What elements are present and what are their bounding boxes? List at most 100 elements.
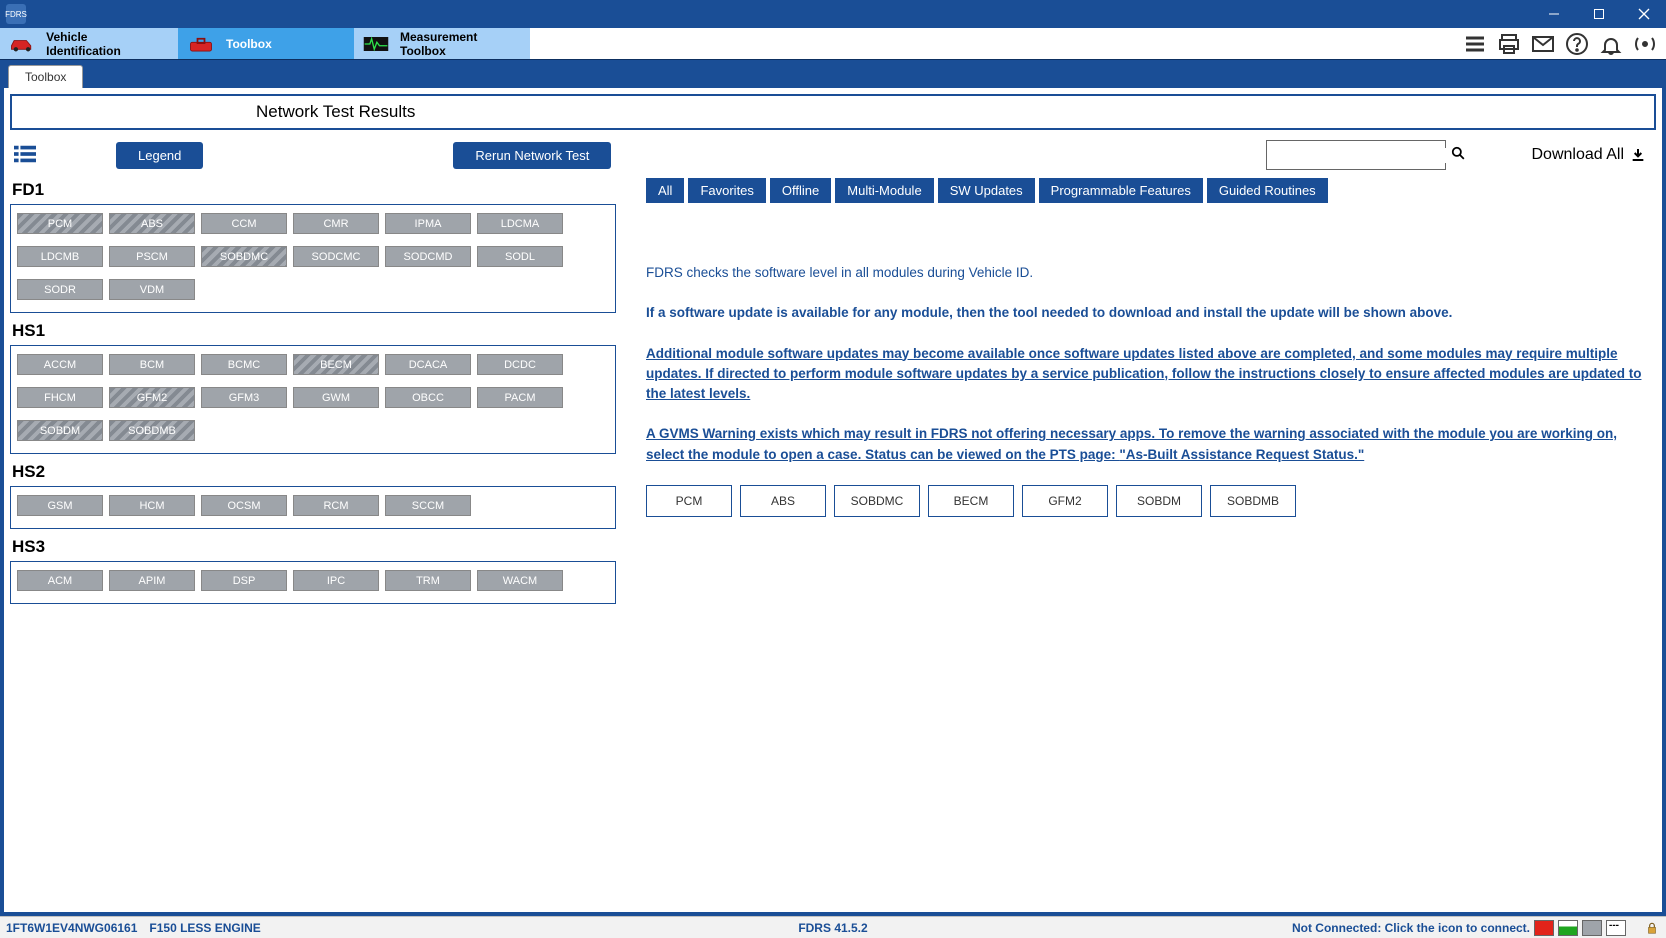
ribbon-tab-meas[interactable]: Measurement Toolbox [354,28,530,59]
as-built-link[interactable]: "As-Built Assistance Request Status." [1119,447,1364,462]
module-button[interactable]: WACM [477,570,563,591]
page-title: Network Test Results [256,102,415,122]
bus-frame: ACCM BCM BCMC BECM DCACA DCDC FHCM GFM2 GFM3 GWM O… [10,345,616,454]
status-indicator-grey[interactable] [1582,920,1602,936]
print-icon[interactable] [1496,31,1522,57]
bus-frame: ACM APIM DSP IPC TRM WACM [10,561,616,604]
lock-icon[interactable] [1644,921,1660,935]
bus-header: HS3 [12,537,616,557]
minimize-button[interactable] [1531,0,1576,28]
page-title-bar: Network Test Results [10,94,1656,130]
bus-header: FD1 [12,180,616,200]
ribbon-tab-toolbox[interactable]: Toolbox [178,28,354,59]
gvms-module-button[interactable]: GFM2 [1022,485,1108,517]
info-p2: If a software update is available for an… [646,303,1644,323]
list-toggle-icon[interactable] [14,145,36,166]
ribbon-tab-vehicle[interactable]: Vehicle Identification [0,28,178,59]
buses-scroll[interactable]: FD1 PCM ABS CCM CMR IPMA LDCMA LDCMB PSCM SOBDMC S… [10,178,626,610]
filter-tab[interactable]: SW Updates [938,178,1035,203]
legend-button[interactable]: Legend [116,142,203,169]
module-button[interactable]: PCM [17,213,103,234]
bell-icon[interactable] [1598,31,1624,57]
mail-icon[interactable] [1530,31,1556,57]
help-icon[interactable] [1564,31,1590,57]
close-button[interactable] [1621,0,1666,28]
module-button[interactable]: IPC [293,570,379,591]
module-button[interactable]: BECM [293,354,379,375]
menu-icon[interactable] [1462,31,1488,57]
module-button[interactable]: GSM [17,495,103,516]
search-box[interactable] [1266,140,1446,170]
filter-tab[interactable]: Offline [770,178,831,203]
module-button[interactable]: SCCM [385,495,471,516]
module-button[interactable]: SODCMC [293,246,379,267]
status-indicator-dash[interactable] [1606,920,1626,936]
meas-icon [362,32,390,56]
module-button[interactable]: GWM [293,387,379,408]
module-button[interactable]: SODR [17,279,103,300]
module-button[interactable]: TRM [385,570,471,591]
download-all-button[interactable]: Download All [1526,146,1653,164]
module-button[interactable]: SOBDM [17,420,103,441]
gvms-module-button[interactable]: SOBDMC [834,485,920,517]
module-button[interactable]: FHCM [17,387,103,408]
module-button[interactable]: ACCM [17,354,103,375]
module-button[interactable]: LDCMA [477,213,563,234]
module-button[interactable]: BCMC [201,354,287,375]
status-indicator-green[interactable] [1558,920,1578,936]
filter-tab[interactable]: Programmable Features [1039,178,1203,203]
maximize-button[interactable] [1576,0,1621,28]
module-button[interactable]: SOBDMC [201,246,287,267]
status-version: FDRS 41.5.2 [798,921,867,935]
window-controls [1531,0,1666,28]
search-input[interactable] [1275,148,1451,163]
gvms-module-button[interactable]: SOBDM [1116,485,1202,517]
gvms-module-button[interactable]: PCM [646,485,732,517]
ribbon-tabs: Vehicle IdentificationToolboxMeasurement… [0,28,530,59]
module-button[interactable]: CMR [293,213,379,234]
module-button[interactable]: SOBDMB [109,420,195,441]
info-block: FDRS checks the software level in all mo… [646,263,1644,517]
signal-icon[interactable] [1632,31,1658,57]
module-button[interactable]: PACM [477,387,563,408]
gvms-module-button[interactable]: SOBDMB [1210,485,1296,517]
module-button[interactable]: APIM [109,570,195,591]
module-button[interactable]: DSP [201,570,287,591]
status-bar: 1FT6W1EV4NWG06161 F150 LESS ENGINE FDRS … [0,916,1666,938]
filter-tab[interactable]: All [646,178,684,203]
module-button[interactable]: DCDC [477,354,563,375]
filter-tab[interactable]: Multi-Module [835,178,933,203]
rerun-network-test-button[interactable]: Rerun Network Test [453,142,611,169]
filter-tab[interactable]: Favorites [688,178,765,203]
module-button[interactable]: ACM [17,570,103,591]
module-button[interactable]: ABS [109,213,195,234]
window-title-bar: FDRS [0,0,1666,28]
module-button[interactable]: DCACA [385,354,471,375]
status-indicator-red[interactable] [1534,920,1554,936]
status-vehicle: F150 LESS ENGINE [149,921,260,935]
module-button[interactable]: GFM3 [201,387,287,408]
module-button[interactable]: HCM [109,495,195,516]
module-button[interactable]: VDM [109,279,195,300]
module-button[interactable]: LDCMB [17,246,103,267]
module-button[interactable]: OBCC [385,387,471,408]
search-icon[interactable] [1451,146,1465,164]
module-button[interactable]: PSCM [109,246,195,267]
bus-header: HS1 [12,321,616,341]
module-button[interactable]: OCSM [201,495,287,516]
app-icon: FDRS [6,4,26,24]
gvms-module-button[interactable]: ABS [740,485,826,517]
filter-tab[interactable]: Guided Routines [1207,178,1328,203]
module-button[interactable]: CCM [201,213,287,234]
gvms-module-button[interactable]: BECM [928,485,1014,517]
module-button[interactable]: SODL [477,246,563,267]
download-all-label: Download All [1532,146,1625,164]
ribbon-tools [530,28,1666,59]
gvms-modules: PCMABSSOBDMCBECMGFM2SOBDMSOBDMB [646,485,1644,517]
module-button[interactable]: RCM [293,495,379,516]
module-button[interactable]: SODCMD [385,246,471,267]
module-button[interactable]: BCM [109,354,195,375]
sub-tab-toolbox[interactable]: Toolbox [8,65,83,88]
module-button[interactable]: GFM2 [109,387,195,408]
module-button[interactable]: IPMA [385,213,471,234]
